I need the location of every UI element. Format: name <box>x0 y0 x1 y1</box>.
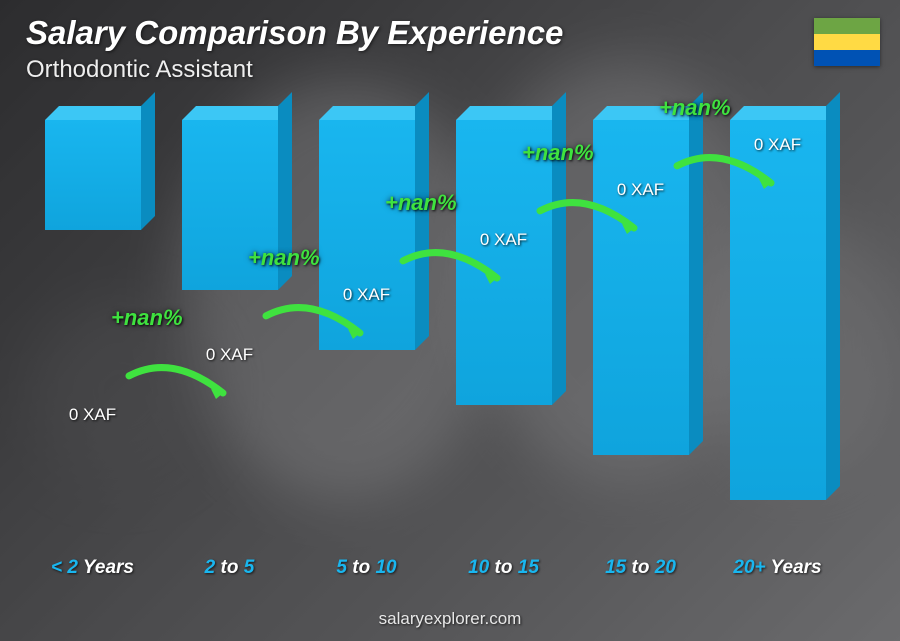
bar-top-face <box>319 106 429 120</box>
bars-container: 0 XAF0 XAF+nan% 0 XAF+nan% 0 XAF+nan% 0 … <box>30 120 840 557</box>
bar-top-face <box>456 106 566 120</box>
category-word: Years <box>766 557 822 578</box>
value-label: 0 XAF <box>708 135 848 155</box>
bar-front-face <box>45 120 141 230</box>
category-word: to <box>626 557 655 578</box>
category-word: to <box>215 557 244 578</box>
chart-area: 0 XAF0 XAF+nan% 0 XAF+nan% 0 XAF+nan% 0 … <box>30 120 840 587</box>
bar-front-face <box>593 120 689 455</box>
flag-stripe <box>814 18 880 34</box>
flag-stripe <box>814 34 880 50</box>
value-label: 0 XAF <box>434 230 574 250</box>
category-num: 15 <box>605 557 626 578</box>
category-label: < 2 Years <box>30 557 155 587</box>
pct-change-label: +nan% <box>522 140 594 166</box>
bar <box>730 120 826 500</box>
bar-top-face <box>182 106 292 120</box>
bar-side-face <box>141 92 155 230</box>
category-label: 5 to 10 <box>304 557 429 587</box>
bar-slot: 0 XAF+nan% <box>715 120 840 557</box>
bar-top-face <box>45 106 155 120</box>
pct-change-label: +nan% <box>111 305 183 331</box>
bar-slot: 0 XAF+nan% <box>167 120 292 557</box>
category-word: Years <box>78 557 134 578</box>
category-word: to <box>347 557 376 578</box>
value-label: 0 XAF <box>571 180 711 200</box>
bar-front-face <box>319 120 415 350</box>
category-num: 5 <box>244 557 255 578</box>
category-label: 15 to 20 <box>578 557 703 587</box>
category-num: 5 <box>336 557 347 578</box>
infographic-canvas: Salary Comparison By Experience Orthodon… <box>0 0 900 641</box>
bar <box>319 120 415 350</box>
pct-change-label: +nan% <box>385 190 457 216</box>
bar-slot: 0 XAF <box>30 120 155 557</box>
bar <box>593 120 689 455</box>
bar-top-face <box>730 106 840 120</box>
flag-stripe <box>814 50 880 66</box>
category-num: 20 <box>655 557 676 578</box>
category-num: < 2 <box>51 557 78 578</box>
bar-front-face <box>730 120 826 500</box>
category-label: 10 to 15 <box>441 557 566 587</box>
categories-container: < 2 Years2 to 55 to 1010 to 1515 to 2020… <box>30 557 840 587</box>
bar-side-face <box>415 92 429 350</box>
value-label: 0 XAF <box>160 345 300 365</box>
chart-subtitle: Orthodontic Assistant <box>26 56 563 84</box>
category-num: 15 <box>518 557 539 578</box>
bar-slot: 0 XAF+nan% <box>304 120 429 557</box>
category-num: 20+ <box>733 557 765 578</box>
country-flag-icon <box>814 18 880 66</box>
category-num: 2 <box>205 557 216 578</box>
bar-side-face <box>689 92 703 455</box>
category-label: 2 to 5 <box>167 557 292 587</box>
value-label: 0 XAF <box>297 285 437 305</box>
chart-title: Salary Comparison By Experience <box>26 14 563 52</box>
footer-attribution: salaryexplorer.com <box>0 609 900 629</box>
category-num: 10 <box>468 557 489 578</box>
pct-change-label: +nan% <box>659 95 731 121</box>
category-label: 20+ Years <box>715 557 840 587</box>
bar <box>45 120 141 230</box>
pct-change-label: +nan% <box>248 245 320 271</box>
bar-slot: 0 XAF+nan% <box>578 120 703 557</box>
value-label: 0 XAF <box>23 405 163 425</box>
header: Salary Comparison By Experience Orthodon… <box>26 14 563 84</box>
bar-slot: 0 XAF+nan% <box>441 120 566 557</box>
category-word: to <box>489 557 518 578</box>
category-num: 10 <box>375 557 396 578</box>
